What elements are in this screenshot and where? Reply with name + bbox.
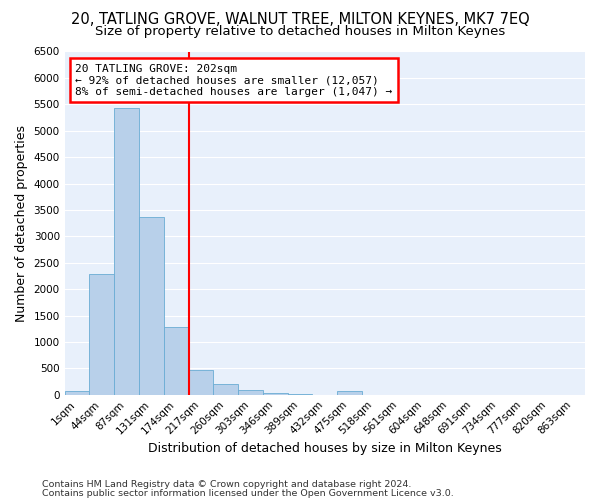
Text: 20, TATLING GROVE, WALNUT TREE, MILTON KEYNES, MK7 7EQ: 20, TATLING GROVE, WALNUT TREE, MILTON K… [71,12,529,28]
Text: Contains public sector information licensed under the Open Government Licence v3: Contains public sector information licen… [42,488,454,498]
Bar [65,391,89,394]
Bar [188,370,214,394]
Bar [214,384,238,394]
X-axis label: Distribution of detached houses by size in Milton Keynes: Distribution of detached houses by size … [148,442,502,455]
Bar [164,326,188,394]
Bar [139,217,164,394]
Bar [89,274,114,394]
Text: Size of property relative to detached houses in Milton Keynes: Size of property relative to detached ho… [95,25,505,38]
Bar [238,390,263,394]
Y-axis label: Number of detached properties: Number of detached properties [15,124,28,322]
Text: 20 TATLING GROVE: 202sqm
← 92% of detached houses are smaller (12,057)
8% of sem: 20 TATLING GROVE: 202sqm ← 92% of detach… [75,64,392,96]
Bar [263,392,287,394]
Text: Contains HM Land Registry data © Crown copyright and database right 2024.: Contains HM Land Registry data © Crown c… [42,480,412,489]
Bar [337,391,362,394]
Bar [114,108,139,395]
